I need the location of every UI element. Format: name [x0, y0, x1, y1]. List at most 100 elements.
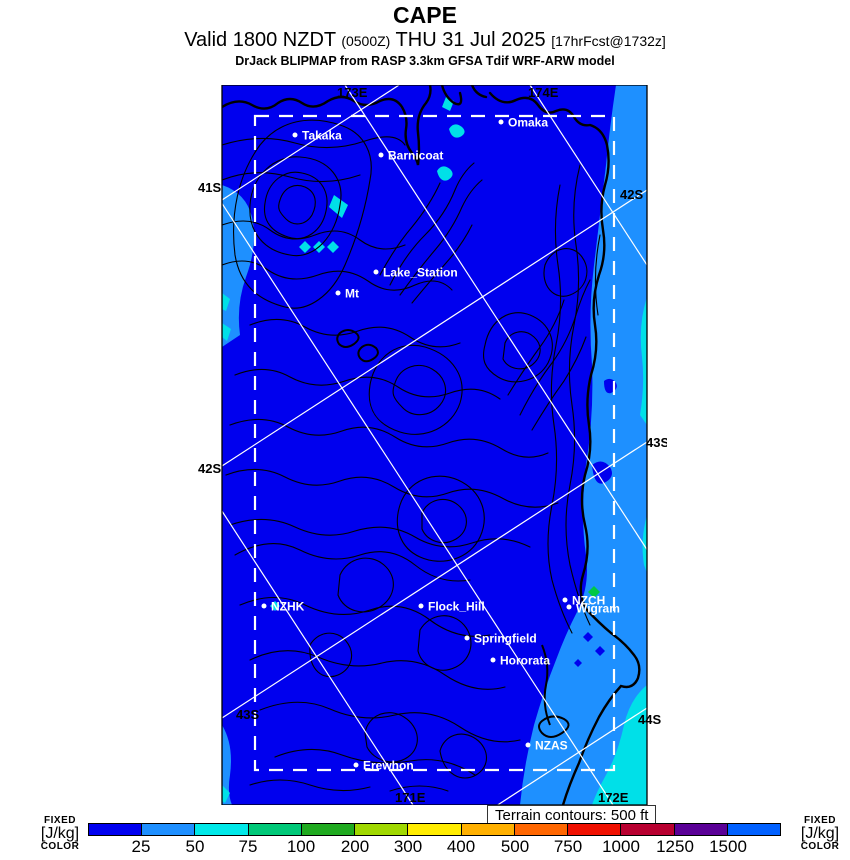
contour [234, 368, 501, 400]
scale-tick: 1500 [709, 837, 747, 856]
station-dot [498, 119, 504, 125]
scale-segment [727, 824, 781, 835]
scale-tick: 500 [500, 837, 530, 856]
lat-label: 42S [620, 187, 643, 202]
valid-zulu: (0500Z) [341, 33, 391, 49]
map-svg: Takaka Barnicoat Omaka Lake_Station Mt N… [198, 84, 669, 806]
scale-segment [89, 824, 143, 835]
contour [222, 172, 361, 183]
contour [439, 733, 488, 779]
lon-label: 172E [598, 790, 629, 805]
cape-mid-east-coast [520, 85, 647, 805]
contour [229, 518, 531, 548]
station-dot [464, 635, 470, 641]
station-label: Wigram [576, 602, 620, 616]
header: CAPE Valid 1800 NZDT (0500Z) THU 31 Jul … [0, 2, 850, 69]
contour [259, 701, 521, 743]
contour [234, 543, 471, 582]
contour [396, 475, 485, 562]
coastline-sounds [440, 85, 463, 106]
station-label: Erewhon [363, 759, 414, 773]
cape-high-east-strip2 [642, 515, 647, 573]
scale-segment [355, 824, 409, 835]
cape-high-spot [222, 323, 231, 341]
scale-tick: 75 [238, 837, 258, 856]
lat-label: 42S [198, 461, 221, 476]
contour [309, 632, 353, 678]
contour [417, 615, 472, 671]
lon-label: 174E [528, 85, 559, 100]
blue-diamond-spot [574, 659, 582, 667]
units-label: [J/kg] [40, 825, 80, 842]
units-label: [J/kg] [800, 825, 840, 842]
scale-tick: 400 [446, 837, 476, 856]
scale-segment [408, 824, 462, 835]
scale-tick: 50 [185, 837, 205, 856]
scale-segment [142, 824, 196, 835]
scale-tick: 200 [340, 837, 370, 856]
contour [222, 260, 453, 291]
lon-label: 171E [395, 790, 426, 805]
contour [364, 712, 418, 763]
station-dot [335, 290, 341, 296]
stations: Takaka Barnicoat Omaka Lake_Station Mt N… [261, 116, 620, 773]
cape-map: Takaka Barnicoat Omaka Lake_Station Mt N… [190, 84, 669, 806]
cyan-diamond-marker [299, 241, 311, 253]
color-label: COLOR [40, 841, 80, 852]
river [541, 644, 551, 726]
model-line: DrJack BLIPMAP from RASP 3.3km GFSA Tdif… [235, 54, 615, 68]
contour [239, 597, 491, 637]
contour [278, 184, 316, 225]
contour [421, 498, 467, 544]
scale-tick: 1000 [602, 837, 640, 856]
station-dot [261, 603, 267, 609]
cyan-diamond-marker [327, 241, 339, 253]
contour [249, 650, 506, 690]
station-label: NZAS [535, 739, 568, 753]
contour [233, 119, 372, 309]
contour [519, 279, 591, 416]
coastline-north [222, 85, 432, 166]
meridian-174e [529, 85, 647, 267]
lat-label: 43S [236, 707, 259, 722]
contour [531, 336, 587, 431]
lat-label: 41S [198, 180, 221, 195]
station-label: Springfield [474, 632, 537, 646]
map-field: Takaka Barnicoat Omaka Lake_Station Mt N… [222, 85, 647, 805]
graticule-labels: 173E 174E 41S 42S 42S 43S 43S 44S 171E 1… [198, 85, 669, 805]
station-label: Flock_Hill [428, 600, 485, 614]
fixed-label: FIXED [44, 815, 76, 826]
valid-main: Valid 1800 NZDT [184, 29, 336, 51]
scale-tick: 1250 [656, 837, 694, 856]
page-title: CAPE [393, 2, 457, 28]
cape-high-spot [222, 293, 230, 311]
model-domain-boundary [253, 114, 616, 772]
station-dot [566, 604, 572, 610]
contour [543, 248, 588, 297]
station-label: NZCH [572, 594, 605, 608]
units-block-left: FIXED [J/kg] COLOR [29, 815, 91, 852]
station-dot [378, 152, 384, 158]
meridian-172e [222, 202, 614, 805]
scale-tick: 25 [131, 837, 151, 856]
color-scale-bar [88, 823, 781, 836]
contour [379, 182, 441, 276]
parallel-42s [222, 189, 647, 467]
parallel-44s [496, 707, 647, 805]
contour [565, 164, 591, 626]
scale-tick: 750 [553, 837, 583, 856]
station-dot [490, 657, 496, 663]
contour [337, 557, 394, 613]
lake [336, 329, 360, 348]
blue-spot [592, 461, 612, 484]
contour [222, 136, 406, 149]
scale-segment [248, 824, 302, 835]
scale-segment [195, 824, 249, 835]
contour [594, 234, 601, 316]
contour [547, 184, 573, 634]
station-label: Omaka [508, 116, 548, 130]
cape-high-spot [437, 166, 453, 181]
cape-mid-sw-patch [222, 725, 232, 805]
contour [482, 312, 553, 383]
contour [249, 318, 461, 348]
